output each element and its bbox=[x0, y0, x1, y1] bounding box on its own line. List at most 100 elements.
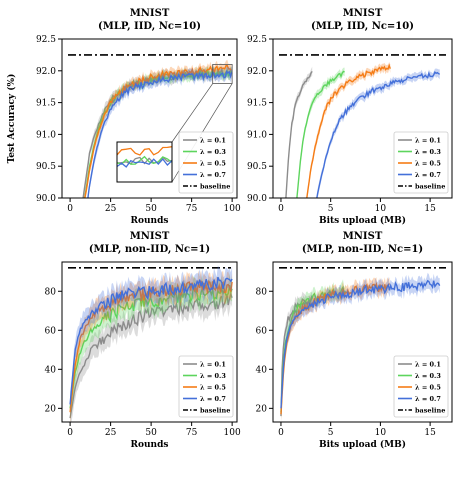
y-tick-label: 90.5 bbox=[36, 162, 56, 172]
y-tick-label: 91.0 bbox=[36, 130, 56, 140]
y-tick-label: 91.0 bbox=[247, 130, 267, 140]
y-tick-label: 90.0 bbox=[247, 194, 267, 204]
legend: λ = 0.1 λ = 0.3 λ = 0.5 λ = 0.7 baseline bbox=[178, 355, 234, 418]
inset-series-line bbox=[117, 146, 172, 156]
legend-label: λ = 0.1 bbox=[200, 137, 226, 145]
axes-frame bbox=[61, 261, 238, 423]
axes-frame bbox=[272, 261, 453, 423]
series-line bbox=[84, 64, 232, 198]
series-line bbox=[296, 70, 345, 198]
legend-label: λ = 0.1 bbox=[415, 361, 441, 369]
plot-area bbox=[68, 54, 233, 198]
x-axis-label: Rounds bbox=[131, 216, 169, 226]
legend-label: baseline bbox=[415, 183, 445, 191]
x-axis-label: Rounds bbox=[131, 440, 169, 450]
x-tick-label: 5 bbox=[328, 428, 334, 438]
series-band bbox=[281, 277, 390, 422]
series-band bbox=[87, 65, 232, 198]
y-tick-label: 60 bbox=[256, 326, 268, 336]
y-tick-label: 91.5 bbox=[247, 99, 267, 109]
y-tick-label: 90.0 bbox=[36, 194, 56, 204]
chart-subtitle: (MLP, IID, Nc=10) bbox=[311, 21, 414, 32]
legend-label: baseline bbox=[200, 183, 230, 191]
legend-label: λ = 0.3 bbox=[415, 148, 441, 156]
series-band bbox=[281, 289, 312, 422]
chart-subtitle: (MLP, non-IID, Nc=1) bbox=[302, 244, 423, 255]
x-tick-label: 50 bbox=[145, 428, 157, 438]
legend-label: λ = 0.5 bbox=[415, 160, 441, 168]
y-tick-label: 91.5 bbox=[36, 99, 56, 109]
legend-label: λ = 0.1 bbox=[415, 137, 441, 145]
y-tick-label: 92.0 bbox=[36, 67, 56, 77]
y-tick-label: 20 bbox=[45, 404, 57, 414]
legend: λ = 0.1 λ = 0.3 λ = 0.5 λ = 0.7 baseline bbox=[393, 131, 449, 194]
series-line bbox=[285, 70, 313, 198]
series-line bbox=[69, 291, 233, 419]
series-line bbox=[69, 276, 233, 405]
y-tick-label: 20 bbox=[256, 404, 268, 414]
y-tick-label: 80 bbox=[256, 287, 268, 297]
chart-subtitle: (MLP, IID, Nc=10) bbox=[98, 21, 201, 32]
legend: λ = 0.1 λ = 0.3 λ = 0.5 λ = 0.7 baseline bbox=[178, 131, 234, 194]
legend-label: λ = 0.7 bbox=[200, 395, 226, 403]
chart-panel-3: MNIST (MLP, non-IID, Nc=1) 0 25 50 75 100 20 40 6… bbox=[45, 231, 241, 450]
x-tick-label: 0 bbox=[278, 204, 284, 214]
series-line bbox=[84, 68, 232, 198]
series-line bbox=[316, 71, 441, 198]
chart-panel-4: MNIST (MLP, non-IID, Nc=1) 0 5 10 15 20 40 60 80 B… bbox=[256, 231, 453, 450]
legend-box bbox=[393, 131, 449, 194]
plot-area bbox=[279, 54, 446, 198]
y-tick-label: 92.5 bbox=[36, 35, 56, 45]
y-tick-label: 90.5 bbox=[247, 162, 267, 172]
legend-label: λ = 0.5 bbox=[415, 384, 441, 392]
series-line bbox=[69, 284, 233, 409]
legend-label: λ = 0.5 bbox=[200, 384, 226, 392]
x-tick-label: 5 bbox=[328, 204, 334, 214]
series-band bbox=[70, 272, 233, 419]
x-tick-label: 15 bbox=[424, 204, 436, 214]
series-line bbox=[280, 295, 313, 417]
x-tick-label: 100 bbox=[224, 428, 241, 438]
series-line bbox=[87, 70, 233, 198]
legend-label: baseline bbox=[200, 407, 230, 415]
legend-label: λ = 0.3 bbox=[415, 372, 441, 380]
chart-panel-1: MNIST (MLP, IID, Nc=10) 0 25 50 75 100 90.0 90.5… bbox=[6, 8, 241, 226]
x-axis-label: Bits upload (MB) bbox=[319, 215, 406, 226]
x-tick-label: 0 bbox=[278, 428, 284, 438]
zoom-region-box bbox=[212, 64, 233, 84]
legend-label: λ = 0.1 bbox=[200, 361, 226, 369]
legend: λ = 0.1 λ = 0.3 λ = 0.5 λ = 0.7 baseline bbox=[393, 355, 449, 418]
y-axis-label: Test Accuracy (%) bbox=[6, 74, 17, 164]
x-tick-label: 10 bbox=[375, 204, 387, 214]
x-tick-label: 75 bbox=[186, 428, 198, 438]
legend-label: λ = 0.3 bbox=[200, 372, 226, 380]
series-line bbox=[306, 63, 391, 198]
chart-panel-2: MNIST (MLP, IID, Nc=10) 0 5 10 15 90.0 90.5 91.0… bbox=[247, 8, 453, 226]
legend-label: λ = 0.7 bbox=[415, 171, 441, 179]
inset-series-line bbox=[117, 155, 172, 165]
inset-border bbox=[116, 141, 173, 183]
legend-label: λ = 0.5 bbox=[200, 160, 226, 168]
x-tick-label: 100 bbox=[224, 204, 241, 214]
series-band bbox=[84, 65, 232, 198]
chart-title: MNIST bbox=[130, 231, 170, 242]
inset-plot bbox=[117, 146, 172, 168]
x-tick-label: 15 bbox=[424, 428, 436, 438]
y-tick-label: 60 bbox=[45, 326, 57, 336]
legend-label: λ = 0.7 bbox=[200, 171, 226, 179]
chart-title: MNIST bbox=[343, 231, 383, 242]
x-axis-label: Bits upload (MB) bbox=[319, 439, 406, 450]
x-tick-label: 0 bbox=[67, 204, 73, 214]
legend-label: λ = 0.7 bbox=[415, 395, 441, 403]
plot-area bbox=[279, 267, 446, 422]
y-tick-label: 40 bbox=[256, 365, 268, 375]
y-tick-label: 92.5 bbox=[247, 35, 267, 45]
plot-area bbox=[68, 265, 233, 422]
inset-series-line bbox=[117, 158, 172, 168]
y-tick-label: 92.0 bbox=[247, 67, 267, 77]
legend-box bbox=[178, 131, 234, 194]
series-line bbox=[280, 279, 441, 409]
x-tick-label: 25 bbox=[105, 204, 117, 214]
axes-frame bbox=[272, 38, 453, 199]
